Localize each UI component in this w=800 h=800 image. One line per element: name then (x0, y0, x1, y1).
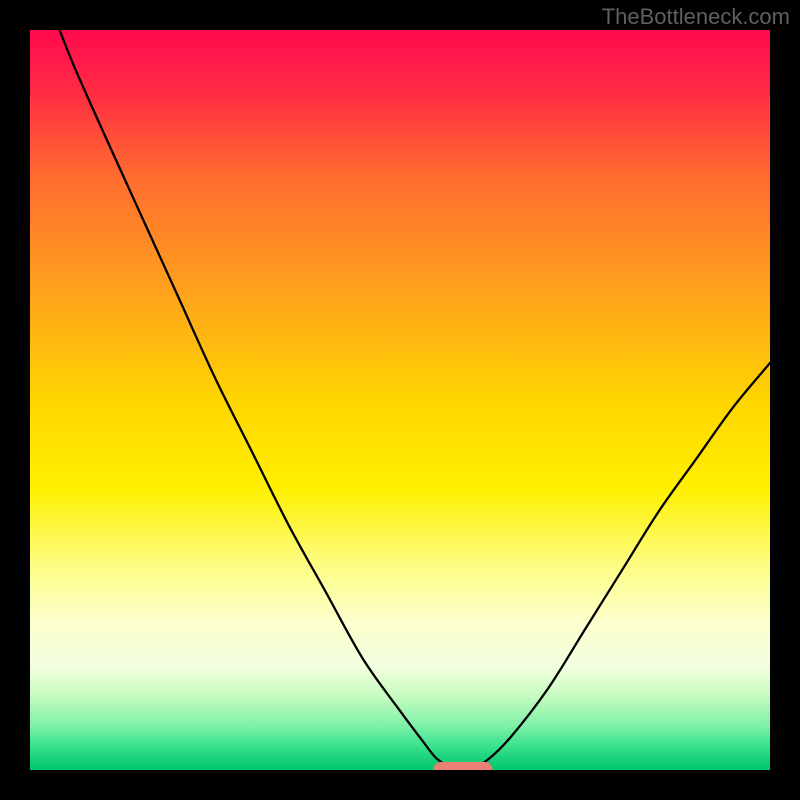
chart-container: TheBottleneck.com (0, 0, 800, 800)
bottleneck-chart (0, 0, 800, 800)
plot-gradient-background (30, 30, 770, 770)
